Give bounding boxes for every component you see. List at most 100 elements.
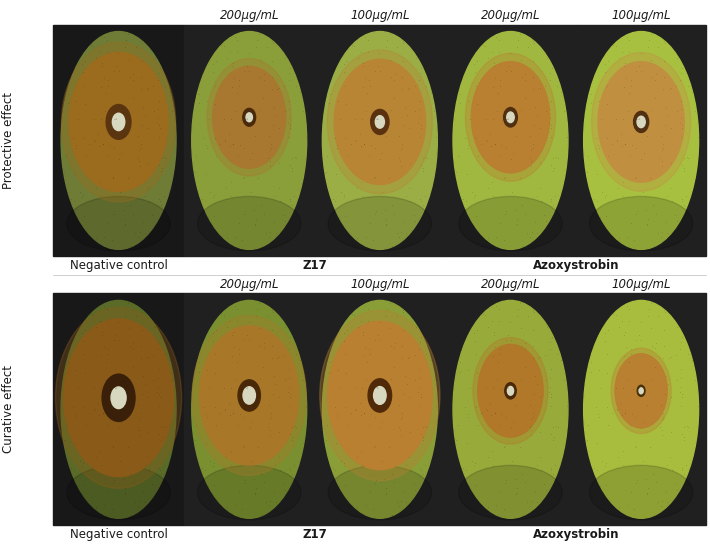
Point <box>491 301 502 310</box>
Point <box>510 474 521 483</box>
Point <box>394 131 405 140</box>
Point <box>692 401 704 410</box>
Point <box>469 193 480 201</box>
Point <box>493 48 504 56</box>
Point <box>530 103 541 111</box>
Point <box>59 436 70 445</box>
Point <box>621 33 633 41</box>
Point <box>132 153 143 162</box>
Point <box>657 408 669 417</box>
Point <box>417 435 428 444</box>
Point <box>266 412 277 421</box>
Point <box>511 488 523 497</box>
Point <box>415 197 427 205</box>
Point <box>94 410 105 419</box>
Point <box>388 93 400 102</box>
Bar <box>445 25 576 257</box>
Point <box>250 215 261 224</box>
Point <box>528 73 539 81</box>
Point <box>113 424 124 432</box>
Point <box>231 304 243 313</box>
Point <box>78 481 89 490</box>
Point <box>657 144 669 152</box>
Ellipse shape <box>471 62 550 173</box>
Point <box>364 420 375 429</box>
Point <box>600 68 611 77</box>
Point <box>239 66 250 75</box>
Point <box>675 69 687 78</box>
Point <box>677 393 688 401</box>
Point <box>143 124 154 133</box>
Point <box>545 390 557 399</box>
Point <box>77 337 89 346</box>
Point <box>108 66 119 75</box>
Point <box>266 56 278 65</box>
Point <box>677 333 688 341</box>
Point <box>519 363 530 371</box>
Point <box>341 325 352 334</box>
Point <box>600 190 611 199</box>
Point <box>371 114 383 123</box>
Point <box>530 486 541 495</box>
Point <box>471 99 482 108</box>
Point <box>366 385 377 394</box>
Point <box>110 114 121 123</box>
Point <box>249 490 261 498</box>
Point <box>545 114 556 122</box>
Point <box>364 344 375 353</box>
Point <box>110 383 121 392</box>
Point <box>498 236 509 245</box>
Ellipse shape <box>327 50 432 194</box>
Point <box>94 48 105 56</box>
Point <box>361 88 373 97</box>
Point <box>274 465 285 474</box>
Point <box>158 461 169 470</box>
Point <box>154 123 165 132</box>
Point <box>226 460 237 469</box>
Point <box>362 304 373 313</box>
Point <box>360 232 371 241</box>
Point <box>100 88 111 97</box>
Point <box>591 197 602 205</box>
Point <box>209 369 221 377</box>
Point <box>521 498 532 507</box>
Point <box>627 116 638 124</box>
Point <box>87 42 99 51</box>
Point <box>511 219 523 228</box>
Point <box>338 461 349 470</box>
Point <box>351 184 363 193</box>
Point <box>136 37 147 45</box>
Point <box>548 432 559 441</box>
Point <box>618 62 630 70</box>
Point <box>320 436 332 445</box>
Point <box>518 242 529 251</box>
Ellipse shape <box>69 52 168 192</box>
Point <box>359 74 371 82</box>
Point <box>158 422 170 430</box>
Ellipse shape <box>62 42 175 202</box>
Point <box>239 206 251 215</box>
Point <box>531 229 542 238</box>
Point <box>268 121 279 129</box>
Point <box>545 402 557 411</box>
Point <box>120 36 131 45</box>
Point <box>201 412 212 421</box>
Point <box>297 106 309 115</box>
Point <box>287 432 298 441</box>
Point <box>243 318 254 327</box>
Point <box>285 63 296 72</box>
Point <box>239 383 251 392</box>
Point <box>209 481 220 490</box>
Point <box>404 158 415 167</box>
Point <box>142 183 153 192</box>
Ellipse shape <box>459 465 562 520</box>
Point <box>623 317 635 325</box>
Point <box>214 140 226 149</box>
Point <box>585 358 596 367</box>
Point <box>190 436 201 445</box>
Point <box>107 442 119 451</box>
Point <box>104 410 115 418</box>
Point <box>264 414 275 423</box>
Point <box>659 308 670 317</box>
Point <box>224 410 236 419</box>
